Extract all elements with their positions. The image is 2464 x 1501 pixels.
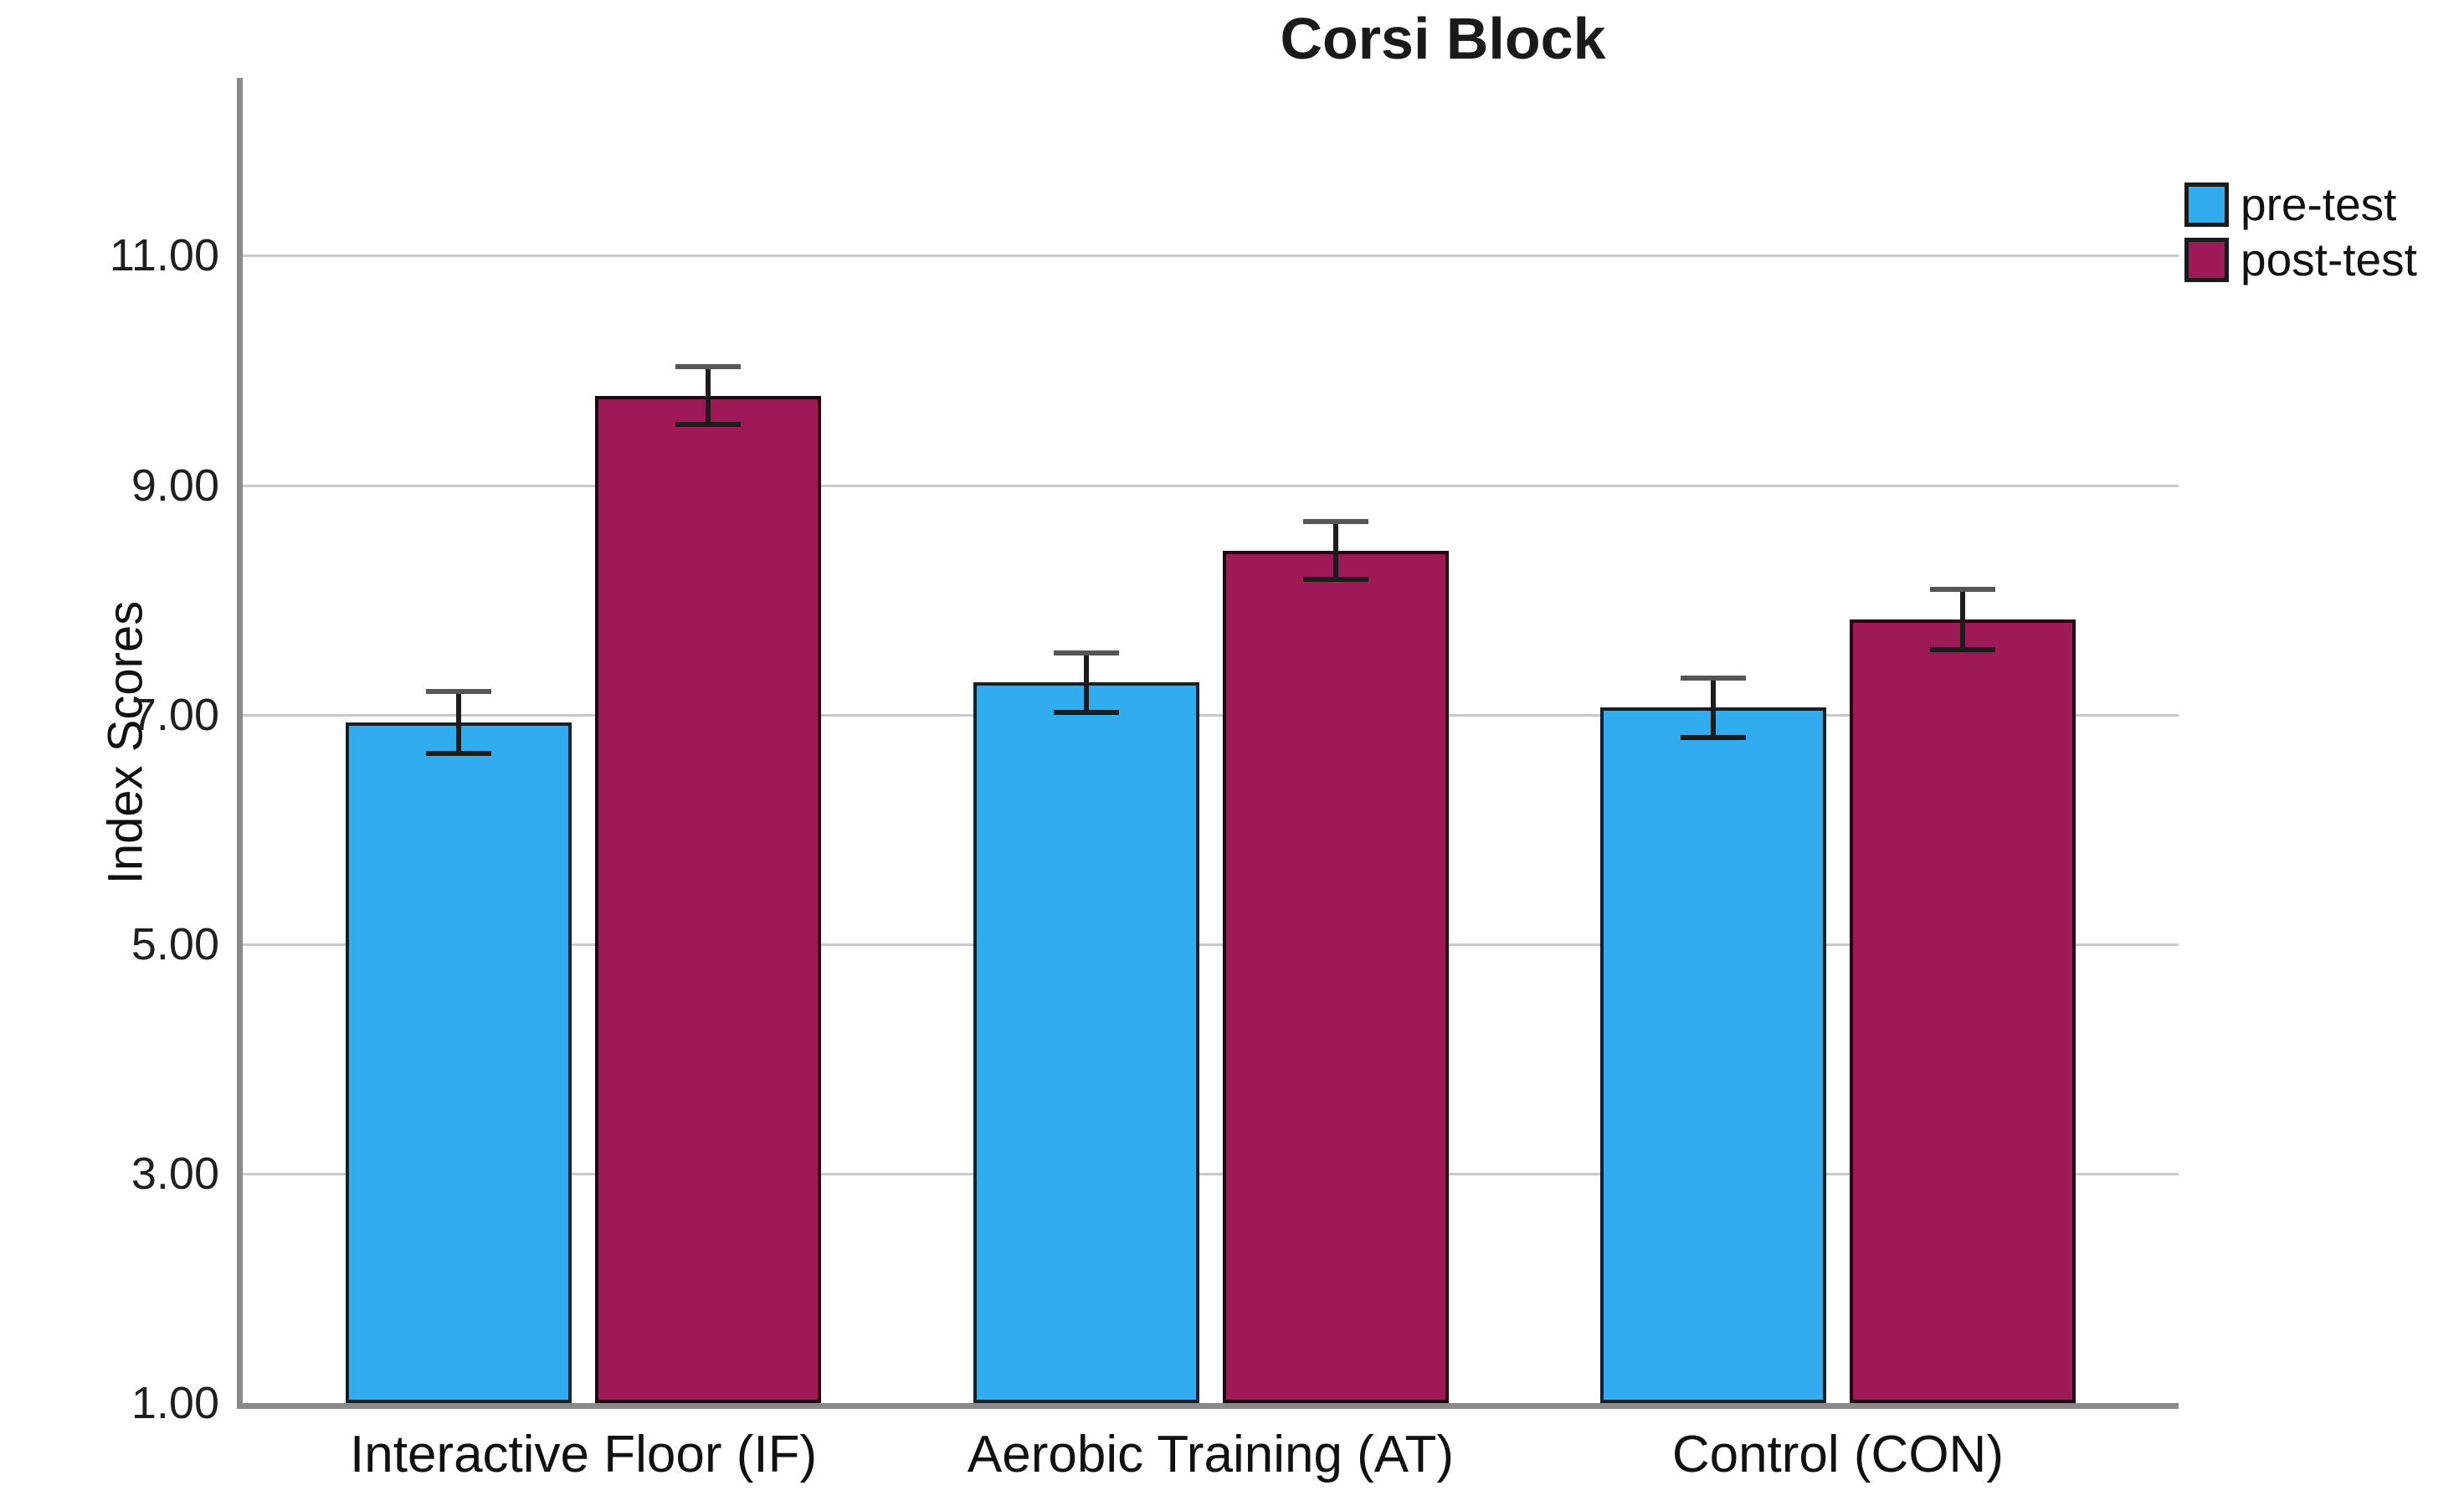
y-tick-label-9.00: 9.00 <box>131 460 219 511</box>
error-bar-stem-pre-test-group2 <box>1083 652 1089 712</box>
x-category-label-group2: Aerobic Training (AT) <box>967 1426 1455 1483</box>
error-bar-stem-post-test-group1 <box>706 367 711 424</box>
error-bar-cap-top-post-test-group2 <box>1302 519 1368 525</box>
error-bar-cap-bottom-pre-test-group1 <box>426 751 492 757</box>
y-tick-label-11.00: 11.00 <box>109 230 219 281</box>
bar-pre-test-group1 <box>346 722 572 1403</box>
legend-item-post-test: post-test <box>2184 234 2417 285</box>
plot-area <box>237 78 2179 1409</box>
chart-title: Corsi Block <box>1280 6 1606 71</box>
legend: pre-test post-test <box>2184 182 2417 293</box>
y-tick-label-3.00: 3.00 <box>131 1148 219 1199</box>
gridline-5 <box>243 943 2179 946</box>
error-bar-cap-bottom-pre-test-group2 <box>1053 709 1119 715</box>
error-bar-cap-top-pre-test-group2 <box>1053 650 1119 655</box>
error-bar-stem-post-test-group2 <box>1332 522 1338 579</box>
error-bar-stem-post-test-group3 <box>1959 589 1965 650</box>
error-bar-cap-bottom-post-test-group3 <box>1929 646 1995 652</box>
error-bar-cap-bottom-pre-test-group3 <box>1680 735 1746 741</box>
error-bar-cap-top-pre-test-group3 <box>1680 675 1746 681</box>
error-bar-cap-bottom-post-test-group2 <box>1302 576 1368 582</box>
y-tick-label-1.00: 1.00 <box>131 1378 219 1428</box>
gridline-9 <box>243 484 2179 487</box>
error-bar-stem-pre-test-group1 <box>456 691 462 754</box>
error-bar-cap-top-post-test-group1 <box>675 364 742 370</box>
x-category-label-group3: Control (CON) <box>1671 1426 2004 1483</box>
gridline-7 <box>243 713 2179 717</box>
legend-label-pre-test: pre-test <box>2241 178 2397 230</box>
error-bar-cap-bottom-post-test-group1 <box>675 421 742 427</box>
bar-post-test-group2 <box>1222 550 1449 1403</box>
bar-pre-test-group2 <box>973 682 1199 1403</box>
legend-label-post-test: post-test <box>2241 234 2417 285</box>
y-tick-label-7.00: 7.00 <box>131 689 219 740</box>
error-bar-cap-top-pre-test-group1 <box>426 689 492 695</box>
gridline-3 <box>243 1172 2179 1175</box>
legend-swatch-pre-test <box>2184 182 2229 227</box>
gridline-11 <box>243 254 2179 258</box>
y-tick-label-5.00: 5.00 <box>131 918 219 969</box>
bar-post-test-group3 <box>1849 619 2076 1403</box>
legend-item-pre-test: pre-test <box>2184 178 2417 230</box>
error-bar-cap-top-post-test-group3 <box>1929 587 1995 593</box>
bar-post-test-group1 <box>595 395 822 1403</box>
x-category-label-group1: Interactive Floor (IF) <box>350 1426 818 1483</box>
legend-swatch-post-test <box>2184 238 2229 282</box>
bar-pre-test-group3 <box>1599 707 1826 1403</box>
error-bar-stem-pre-test-group3 <box>1710 677 1716 738</box>
y-axis-title: Index Scores <box>98 600 153 885</box>
